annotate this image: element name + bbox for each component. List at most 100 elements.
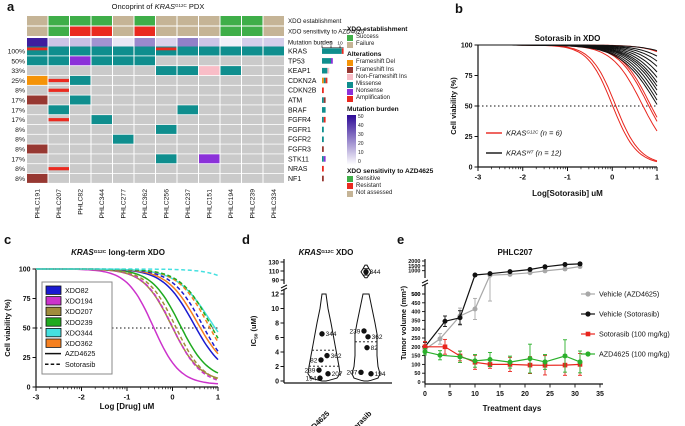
x-tick-label: 1: [655, 173, 659, 182]
amplification-stripe: [156, 47, 177, 51]
data-point: [325, 371, 331, 377]
data-point-label: 362: [331, 353, 342, 360]
data-marker-circle: [542, 264, 548, 270]
sample-label: PHLC191: [35, 189, 42, 219]
legend-swatch-nonsense: [347, 88, 353, 95]
oncoprint-cell: [113, 46, 134, 56]
data-marker-circle: [437, 352, 443, 358]
legend-swatch: [45, 296, 62, 306]
oncoprint-title: Oncoprint of KRASG12C PDX: [112, 2, 205, 11]
oncoprint-cell: [134, 95, 155, 105]
y-tick-label: 450: [411, 301, 420, 307]
oncoprint-cell: [177, 66, 198, 76]
oncoprint-cell: [91, 46, 112, 56]
sample-label: PHLC151: [207, 189, 214, 219]
oncoprint-cell: [27, 95, 48, 105]
oncoprint-cell: [177, 95, 198, 105]
oncoprint-cell: [113, 66, 134, 76]
dose-response-curve: [36, 268, 219, 277]
y-tick-label: 25: [465, 134, 473, 141]
oncoprint-cell: [199, 95, 220, 105]
axis-break-mark: [421, 282, 429, 287]
oncoprint-cell: [263, 95, 284, 105]
oncoprint-cell: [263, 124, 284, 134]
legend-item-label: Success: [356, 34, 379, 40]
panel-b-label: b: [455, 1, 463, 16]
legend-item: Frameshift Del: [347, 59, 453, 66]
mutation-burden-cell: [134, 38, 155, 47]
y-tick-label: 500: [411, 292, 420, 298]
oncoprint-cell: [113, 164, 134, 174]
oncoprint-cell: [199, 124, 220, 134]
gene-count-bar-segment: [323, 116, 326, 123]
oncoprint-cell: [91, 66, 112, 76]
data-point-label: 194: [306, 375, 317, 382]
oncoprint-cell: [27, 144, 48, 154]
xdo-establishment-cell: [199, 16, 220, 26]
oncoprint-cell: [220, 115, 241, 125]
gene-count-bar-segment: [323, 156, 326, 162]
oncoprint-cell: [156, 75, 177, 85]
x-tick-label: -1: [564, 173, 571, 182]
legend-label: AZD4625 (100 mg/kg): [599, 350, 670, 359]
y-tick-label: 100: [461, 43, 473, 50]
gene-count-bar-segment: [322, 116, 324, 123]
data-point: [317, 375, 323, 381]
xdo-establishment-cell: [263, 16, 284, 26]
panel-c-longterm-xdo: c KRASG12C long-term XDO Cell viability …: [3, 232, 220, 411]
data-point: [318, 357, 324, 363]
amplification-stripe: [48, 78, 69, 83]
oncoprint-cell: [27, 85, 48, 95]
oncoprint-cell: [199, 66, 220, 76]
oncoprint-cell: [199, 105, 220, 115]
gene-count-bar-segment: [322, 87, 324, 94]
gene-count-bar-segment: [322, 107, 326, 113]
oncoprint-cell: [134, 85, 155, 95]
oncoprint-cell: [70, 56, 91, 66]
oncoprint-cell: [156, 56, 177, 66]
panel-e-ylabel: Tumor volume (mm3): [399, 285, 408, 360]
azd-sensitivity-cell: [27, 26, 48, 36]
sample-label: PHLC207: [56, 189, 63, 219]
x-tick-label: -2: [519, 173, 526, 182]
oncoprint-cell: [27, 105, 48, 115]
panel-b-plot: 0 25 50 75 100 -3 -2 -1 0 1: [461, 43, 659, 182]
legend-marker-circle: [585, 291, 591, 297]
oncoprint-cell: [113, 173, 134, 183]
y-tick-label: 1000: [408, 269, 420, 275]
sample-label: PHLC344: [99, 189, 106, 219]
data-marker-circle: [542, 268, 548, 274]
oncoprint-cell: [48, 56, 69, 66]
legend-establishment: XDO establishment Success Failure: [347, 26, 453, 48]
oncoprint-cell: [242, 56, 263, 66]
oncoprint-cell: [70, 75, 91, 85]
panel-c-title: KRASG12C long-term XDO: [71, 248, 165, 257]
oncoprint-cell: [134, 105, 155, 115]
legend-sensitivity-title: XDO sensitivity to AZD4625: [347, 167, 434, 175]
axis-break-mark: [421, 279, 429, 284]
legend-establishment-title: XDO establishment: [347, 26, 408, 33]
oncoprint-cell: [48, 154, 69, 164]
data-marker-circle: [422, 349, 428, 355]
data-point: [368, 371, 374, 377]
legend-item-label: Amplification: [356, 95, 391, 102]
data-point-label: 82: [310, 357, 318, 364]
data-point-label: 82: [371, 345, 379, 352]
oncoprint-cell: [113, 75, 134, 85]
oncoprint-cell: [199, 115, 220, 125]
oncoprint-cell: [177, 173, 198, 183]
azd-sensitivity-cell: [242, 26, 263, 36]
data-marker-circle: [472, 306, 478, 312]
oncoprint-cell: [134, 164, 155, 174]
legend-alterations-title: Alterations: [347, 51, 382, 59]
mutation-burden-gradient: 50 40 30 20 10 0: [347, 114, 453, 165]
oncoprint-cell: [48, 95, 69, 105]
oncoprint-cell: [27, 173, 48, 183]
oncoprint-cell: [199, 173, 220, 183]
gene-percent-label: 33%: [11, 68, 25, 75]
x-tick-label: 5: [448, 391, 452, 398]
gene-count-bar-segment: [322, 156, 324, 162]
data-marker-square: [422, 344, 428, 350]
oncoprint-cell: [91, 105, 112, 115]
